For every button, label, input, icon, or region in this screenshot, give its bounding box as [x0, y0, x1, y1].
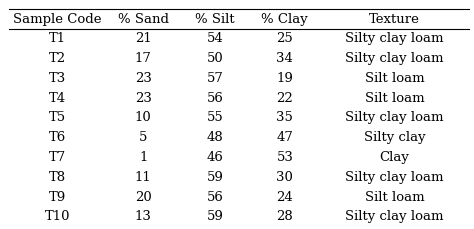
Text: Silt loam: Silt loam	[365, 191, 424, 204]
Text: 56: 56	[207, 92, 224, 105]
Text: T8: T8	[49, 171, 66, 184]
Text: Sample Code: Sample Code	[13, 13, 102, 26]
Text: 17: 17	[135, 52, 152, 65]
Text: Silty clay loam: Silty clay loam	[345, 171, 444, 184]
Text: T2: T2	[49, 52, 66, 65]
Text: Silty clay: Silty clay	[364, 131, 425, 144]
Text: 55: 55	[207, 112, 224, 124]
Text: 23: 23	[135, 72, 152, 85]
Text: Silty clay loam: Silty clay loam	[345, 52, 444, 65]
Text: 10: 10	[135, 112, 152, 124]
Text: 13: 13	[135, 210, 152, 223]
Text: T9: T9	[49, 191, 66, 204]
Text: Texture: Texture	[369, 13, 420, 26]
Text: 23: 23	[135, 92, 152, 105]
Text: T4: T4	[49, 92, 66, 105]
Text: 48: 48	[207, 131, 224, 144]
Text: % Silt: % Silt	[195, 13, 235, 26]
Text: 19: 19	[276, 72, 293, 85]
Text: 21: 21	[135, 32, 152, 45]
Text: 53: 53	[276, 151, 293, 164]
Text: 22: 22	[276, 92, 293, 105]
Text: 46: 46	[207, 151, 224, 164]
Text: 35: 35	[276, 112, 293, 124]
Text: Silty clay loam: Silty clay loam	[345, 210, 444, 223]
Text: 56: 56	[207, 191, 224, 204]
Text: 28: 28	[276, 210, 293, 223]
Text: Silty clay loam: Silty clay loam	[345, 112, 444, 124]
Text: T3: T3	[49, 72, 66, 85]
Text: 1: 1	[139, 151, 147, 164]
Text: Clay: Clay	[380, 151, 410, 164]
Text: Silt loam: Silt loam	[365, 92, 424, 105]
Text: T5: T5	[49, 112, 66, 124]
Text: 59: 59	[207, 210, 224, 223]
Text: 24: 24	[276, 191, 293, 204]
Text: Silt loam: Silt loam	[365, 72, 424, 85]
Text: T6: T6	[49, 131, 66, 144]
Text: 54: 54	[207, 32, 224, 45]
Text: 20: 20	[135, 191, 152, 204]
Text: 34: 34	[276, 52, 293, 65]
Text: 30: 30	[276, 171, 293, 184]
Text: Silty clay loam: Silty clay loam	[345, 32, 444, 45]
Text: 5: 5	[139, 131, 147, 144]
Text: T1: T1	[49, 32, 66, 45]
Text: T10: T10	[45, 210, 70, 223]
Text: 50: 50	[207, 52, 224, 65]
Text: 59: 59	[207, 171, 224, 184]
Text: 25: 25	[276, 32, 293, 45]
Text: 47: 47	[276, 131, 293, 144]
Text: % Sand: % Sand	[118, 13, 169, 26]
Text: T7: T7	[49, 151, 66, 164]
Text: 11: 11	[135, 171, 152, 184]
Text: % Clay: % Clay	[262, 13, 308, 26]
Text: 57: 57	[207, 72, 224, 85]
